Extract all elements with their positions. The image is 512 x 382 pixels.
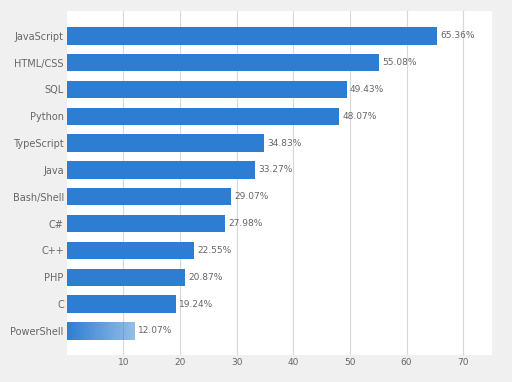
Bar xyxy=(130,322,131,340)
Bar xyxy=(82,322,83,340)
Text: 55.08%: 55.08% xyxy=(382,58,417,67)
Bar xyxy=(116,322,117,340)
Text: 48.07%: 48.07% xyxy=(343,112,377,121)
Bar xyxy=(129,322,130,340)
Bar xyxy=(83,322,84,340)
Bar xyxy=(127,322,128,340)
Bar xyxy=(123,322,124,340)
Bar xyxy=(125,322,126,340)
Bar xyxy=(99,322,100,340)
Bar xyxy=(79,322,80,340)
Bar xyxy=(77,322,78,340)
Bar xyxy=(113,322,114,340)
Bar xyxy=(133,322,134,340)
Bar xyxy=(98,322,99,340)
Bar xyxy=(68,322,69,340)
Bar xyxy=(92,322,93,340)
Bar xyxy=(114,322,115,340)
Bar xyxy=(91,322,92,340)
Text: 34.83%: 34.83% xyxy=(267,139,302,147)
Bar xyxy=(96,322,97,340)
Bar xyxy=(118,322,119,340)
Bar xyxy=(97,322,98,340)
Bar xyxy=(69,322,70,340)
Bar xyxy=(84,322,86,340)
Bar xyxy=(88,322,89,340)
Bar xyxy=(108,322,109,340)
Text: 33.27%: 33.27% xyxy=(259,165,293,175)
Bar xyxy=(78,322,79,340)
Bar xyxy=(112,322,113,340)
Bar xyxy=(71,322,72,340)
Bar xyxy=(89,322,90,340)
Bar xyxy=(93,322,94,340)
Bar xyxy=(109,322,110,340)
Text: 19.24%: 19.24% xyxy=(179,299,213,309)
Bar xyxy=(103,322,104,340)
Bar xyxy=(75,322,76,340)
Bar xyxy=(104,322,105,340)
Bar xyxy=(73,322,74,340)
Text: 22.55%: 22.55% xyxy=(198,246,232,255)
Bar xyxy=(74,322,75,340)
Text: 27.98%: 27.98% xyxy=(228,219,263,228)
Bar xyxy=(111,322,112,340)
Bar xyxy=(101,322,102,340)
Bar xyxy=(115,322,116,340)
Bar xyxy=(67,161,255,179)
Bar xyxy=(119,322,120,340)
Bar xyxy=(86,322,87,340)
Bar xyxy=(94,322,95,340)
Bar xyxy=(106,322,108,340)
Bar xyxy=(67,242,195,259)
Bar xyxy=(102,322,103,340)
Bar xyxy=(80,322,81,340)
Bar xyxy=(90,322,91,340)
Bar xyxy=(67,269,185,286)
Bar xyxy=(100,322,101,340)
Bar xyxy=(67,215,225,232)
Text: 20.87%: 20.87% xyxy=(188,273,223,282)
Text: 12.07%: 12.07% xyxy=(138,326,173,335)
Bar xyxy=(67,54,379,71)
Bar xyxy=(67,295,176,313)
Bar xyxy=(67,188,231,206)
Bar xyxy=(67,81,347,98)
Bar xyxy=(70,322,71,340)
Bar xyxy=(122,322,123,340)
Bar xyxy=(95,322,96,340)
Bar xyxy=(105,322,106,340)
Bar xyxy=(67,134,264,152)
Bar xyxy=(117,322,118,340)
Text: 49.43%: 49.43% xyxy=(350,85,385,94)
Text: 65.36%: 65.36% xyxy=(440,31,475,40)
Bar xyxy=(67,27,437,45)
Bar xyxy=(131,322,132,340)
Bar xyxy=(67,322,68,340)
Bar xyxy=(110,322,111,340)
Bar xyxy=(76,322,77,340)
Text: 29.07%: 29.07% xyxy=(234,192,269,201)
Bar xyxy=(121,322,122,340)
Bar xyxy=(134,322,135,340)
Bar xyxy=(87,322,88,340)
Bar xyxy=(72,322,73,340)
Bar xyxy=(67,108,339,125)
Bar xyxy=(128,322,129,340)
Bar xyxy=(124,322,125,340)
Bar xyxy=(126,322,127,340)
Bar xyxy=(81,322,82,340)
Bar xyxy=(132,322,133,340)
Bar xyxy=(120,322,121,340)
